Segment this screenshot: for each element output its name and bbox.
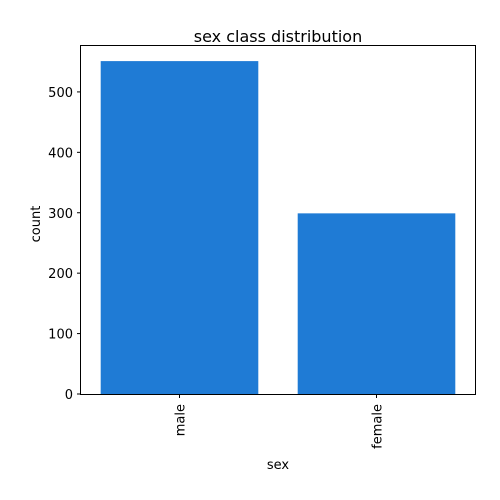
bar-female: [297, 213, 456, 394]
y-axis-ticks: 0 100 200 300 400 500: [48, 86, 81, 403]
y-tick-label: 500: [48, 86, 73, 101]
plot-frame: [80, 45, 476, 395]
y-tick-label: 300: [48, 207, 73, 222]
y-axis-label: count: [29, 206, 44, 243]
y-tick-label: 100: [48, 328, 73, 343]
x-axis-label: sex: [267, 458, 290, 473]
x-axis-ticks: male female: [174, 394, 386, 449]
bars-group: [100, 61, 456, 395]
bar-male: [100, 61, 259, 395]
y-tick-label: 200: [48, 267, 73, 282]
x-tick-label-female: female: [371, 404, 386, 449]
y-tick-label: 0: [65, 388, 73, 403]
y-tick-label: 400: [48, 146, 73, 161]
x-tick-label-male: male: [174, 404, 189, 436]
chart-title: sex class distribution: [194, 27, 362, 46]
